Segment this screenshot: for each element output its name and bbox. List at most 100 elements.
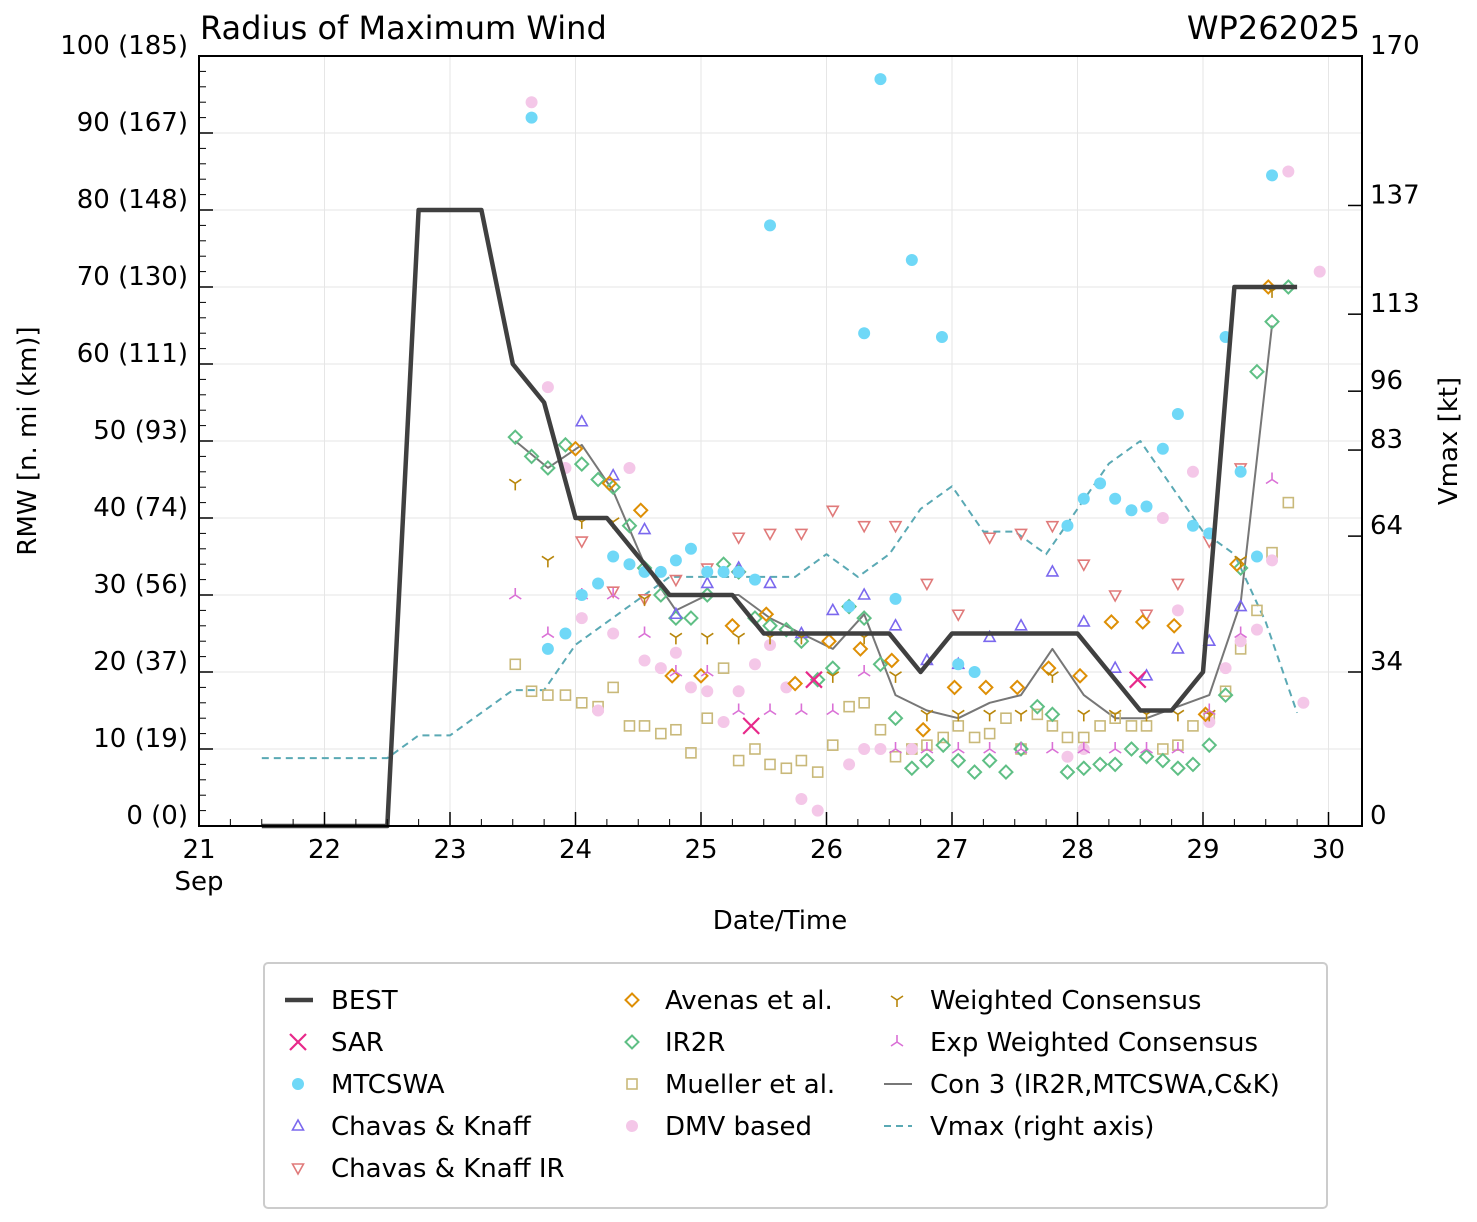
data-point — [1077, 742, 1091, 754]
data-point — [825, 505, 840, 518]
marker-shape — [1040, 660, 1057, 677]
data-point — [1040, 660, 1057, 677]
marker-shape — [732, 632, 746, 645]
data-point — [811, 766, 824, 778]
marker-shape — [701, 685, 714, 698]
data-point — [717, 716, 730, 729]
data-point — [541, 626, 555, 639]
data-point — [700, 575, 715, 589]
data-point — [638, 720, 651, 732]
data-point — [592, 704, 605, 717]
data-point — [575, 612, 588, 625]
data-point — [1266, 554, 1279, 567]
marker-shape — [542, 689, 554, 701]
legend-label: Weighted Consensus — [930, 986, 1201, 1016]
data-point — [539, 460, 556, 476]
marker-shape — [787, 675, 804, 692]
marker-shape — [1109, 712, 1121, 725]
data-point — [983, 727, 996, 740]
marker-shape — [1094, 477, 1107, 490]
data-point — [763, 703, 777, 716]
marker-shape — [592, 704, 605, 717]
marker-shape — [638, 720, 651, 732]
data-point — [1009, 679, 1026, 696]
data-point — [858, 743, 871, 755]
marker-shape — [606, 586, 621, 599]
data-point — [1187, 720, 1199, 732]
data-point — [825, 602, 840, 616]
marker-shape — [626, 1120, 638, 1132]
series-layer — [261, 73, 1326, 829]
marker-shape — [1077, 709, 1091, 722]
right-tick-label: 64 — [1370, 511, 1403, 541]
marker-shape — [951, 709, 965, 722]
marker-shape — [1197, 706, 1214, 723]
legend: BEST SAR MTCSWA Chavas & Knaff Chavas & Knaf… — [263, 962, 1328, 1209]
data-point — [605, 479, 622, 496]
marker-shape — [1297, 696, 1310, 709]
data-point — [856, 610, 873, 627]
data-point — [606, 586, 621, 599]
data-point — [669, 574, 683, 588]
data-point — [592, 577, 605, 590]
marker-shape — [1045, 742, 1059, 754]
marker-shape — [983, 709, 997, 722]
data-point — [724, 617, 741, 634]
legend-item: DMV based — [626, 1112, 812, 1142]
data-point — [749, 743, 761, 755]
data-point — [857, 520, 872, 534]
data-point — [966, 764, 983, 781]
marker-shape — [742, 717, 760, 735]
left-tick-label: 90 (167) — [77, 108, 188, 138]
data-point — [1313, 265, 1326, 278]
marker-shape — [915, 721, 932, 738]
marker-shape — [1140, 742, 1153, 754]
marker-shape — [1108, 660, 1123, 673]
marker-shape — [1046, 720, 1059, 732]
legend-label: Exp Weighted Consensus — [930, 1028, 1258, 1058]
legend-box — [263, 962, 1328, 1209]
marker-shape — [669, 606, 683, 620]
marker-shape — [1313, 265, 1326, 278]
data-point — [1072, 667, 1088, 684]
data-point — [1250, 623, 1263, 636]
data-point — [946, 679, 963, 696]
data-point — [574, 414, 589, 427]
data-point — [951, 742, 965, 754]
marker-shape — [1061, 750, 1074, 763]
marker-shape — [525, 685, 538, 698]
marker-shape — [889, 742, 902, 754]
marker-shape — [920, 742, 934, 754]
marker-shape — [637, 594, 652, 607]
marker-shape — [1266, 554, 1279, 567]
marker-shape — [559, 689, 572, 701]
data-point — [1185, 756, 1201, 773]
marker-shape — [1044, 706, 1061, 723]
data-point — [1197, 706, 1214, 723]
marker-shape — [1282, 496, 1295, 509]
data-point — [1171, 742, 1185, 754]
data-point — [982, 629, 997, 643]
legend-item: BEST — [285, 986, 398, 1016]
marker-shape — [982, 532, 997, 545]
data-point — [1140, 500, 1153, 513]
data-point — [655, 727, 667, 740]
data-point — [968, 731, 981, 744]
data-point — [701, 712, 714, 725]
data-point — [1140, 742, 1153, 754]
marker-shape — [1156, 512, 1169, 524]
data-point — [1297, 696, 1310, 709]
marker-shape — [1109, 492, 1122, 505]
marker-shape — [952, 720, 965, 732]
series-weighted-consensus — [508, 286, 1279, 722]
marker-shape — [683, 610, 699, 627]
data-point — [1108, 590, 1123, 603]
marker-shape — [918, 752, 935, 769]
marker-shape — [601, 475, 618, 492]
data-point — [684, 681, 697, 694]
marker-shape — [951, 609, 966, 622]
left-tick-label: 10 (19) — [93, 724, 188, 754]
marker-shape — [700, 632, 714, 645]
left-tick-label: 70 (130) — [77, 262, 188, 292]
